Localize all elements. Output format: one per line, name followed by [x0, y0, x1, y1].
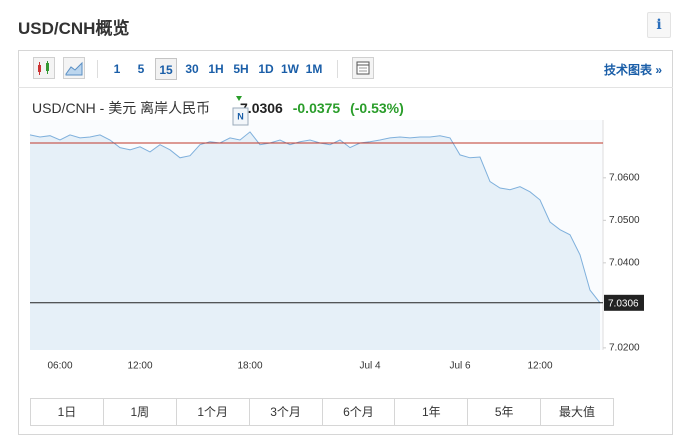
last-price-label: 7.0306	[608, 298, 639, 309]
icon	[65, 61, 83, 76]
range-button[interactable]: 1日	[31, 399, 104, 425]
marker-box[interactable]	[232, 107, 249, 126]
interval-button[interactable]: 1D	[258, 62, 274, 76]
range-button[interactable]: 1年	[395, 399, 469, 425]
interval-button[interactable]: 30	[185, 62, 199, 76]
y-tick-label: 7.0600	[609, 172, 640, 183]
range-bar: 1日 1周 1个月 3个月 6个月 1年 5年 最大值	[30, 398, 614, 426]
range-button[interactable]: 3个月	[250, 399, 323, 425]
interval-button[interactable]: 5	[137, 62, 145, 76]
title: USD/CNH概览	[18, 19, 130, 38]
candle-icon[interactable]	[33, 57, 55, 79]
tech-chart-link[interactable]: 技术图表 »	[603, 63, 662, 77]
marker-flag	[236, 96, 242, 101]
divider	[337, 60, 338, 78]
widget-frame	[18, 50, 673, 435]
range-button[interactable]: 5年	[468, 399, 542, 425]
y-tick-label: 7.0500	[609, 215, 640, 226]
interval-button[interactable]: 1W	[281, 62, 299, 76]
range-button[interactable]: 最大值	[559, 405, 596, 419]
divider	[18, 87, 673, 88]
divider	[97, 60, 98, 78]
range-button[interactable]: 6个月	[323, 399, 396, 425]
x-tick-label: 12:00	[527, 361, 552, 372]
chart: 英为财情Investing.com7.03067.02007.04007.050…	[29, 96, 644, 372]
quote-price: 7.0306	[240, 100, 283, 116]
info-button[interactable]: i	[647, 12, 671, 38]
interval-button[interactable]: 1M	[305, 62, 323, 76]
y-tick-label: 7.0200	[609, 343, 640, 354]
quote-name: USD/CNH - 美元 离岸人民币	[32, 100, 211, 116]
interval-button[interactable]: 1	[113, 62, 121, 76]
calendar-icon[interactable]	[352, 57, 374, 79]
interval-button[interactable]: 1H	[208, 62, 224, 76]
y-tick-label: 7.0400	[609, 257, 640, 268]
toolbar: 技术图表 » 1 5 15 30 1H 5H 1D 1W 1M	[30, 55, 670, 83]
icon	[356, 61, 370, 75]
icon	[38, 61, 49, 75]
area-icon[interactable]	[63, 57, 85, 79]
quote: USD/CNH - 美元 离岸人民币 7.0306 -0.0375 (-0.53…	[32, 98, 410, 118]
x-tick-label: 12:00	[127, 361, 152, 372]
interval-button[interactable]: 15	[155, 58, 177, 80]
price-line	[29, 131, 601, 304]
x-tick-label: Jul 4	[359, 361, 381, 372]
x-tick-label: Jul 6	[449, 361, 471, 372]
range-button[interactable]: 1个月	[177, 399, 250, 425]
area-fill	[30, 131, 600, 350]
marker-label: N	[237, 111, 244, 121]
x-tick-label: 18:00	[237, 361, 262, 372]
quote-change-percent: (-0.53%)	[350, 100, 404, 116]
interval-button[interactable]: 5H	[233, 62, 249, 76]
x-tick-label: 06:00	[47, 361, 72, 372]
last-price-box	[604, 294, 644, 311]
quote-change: -0.0375	[292, 100, 341, 116]
range-button[interactable]: 1周	[104, 399, 177, 425]
